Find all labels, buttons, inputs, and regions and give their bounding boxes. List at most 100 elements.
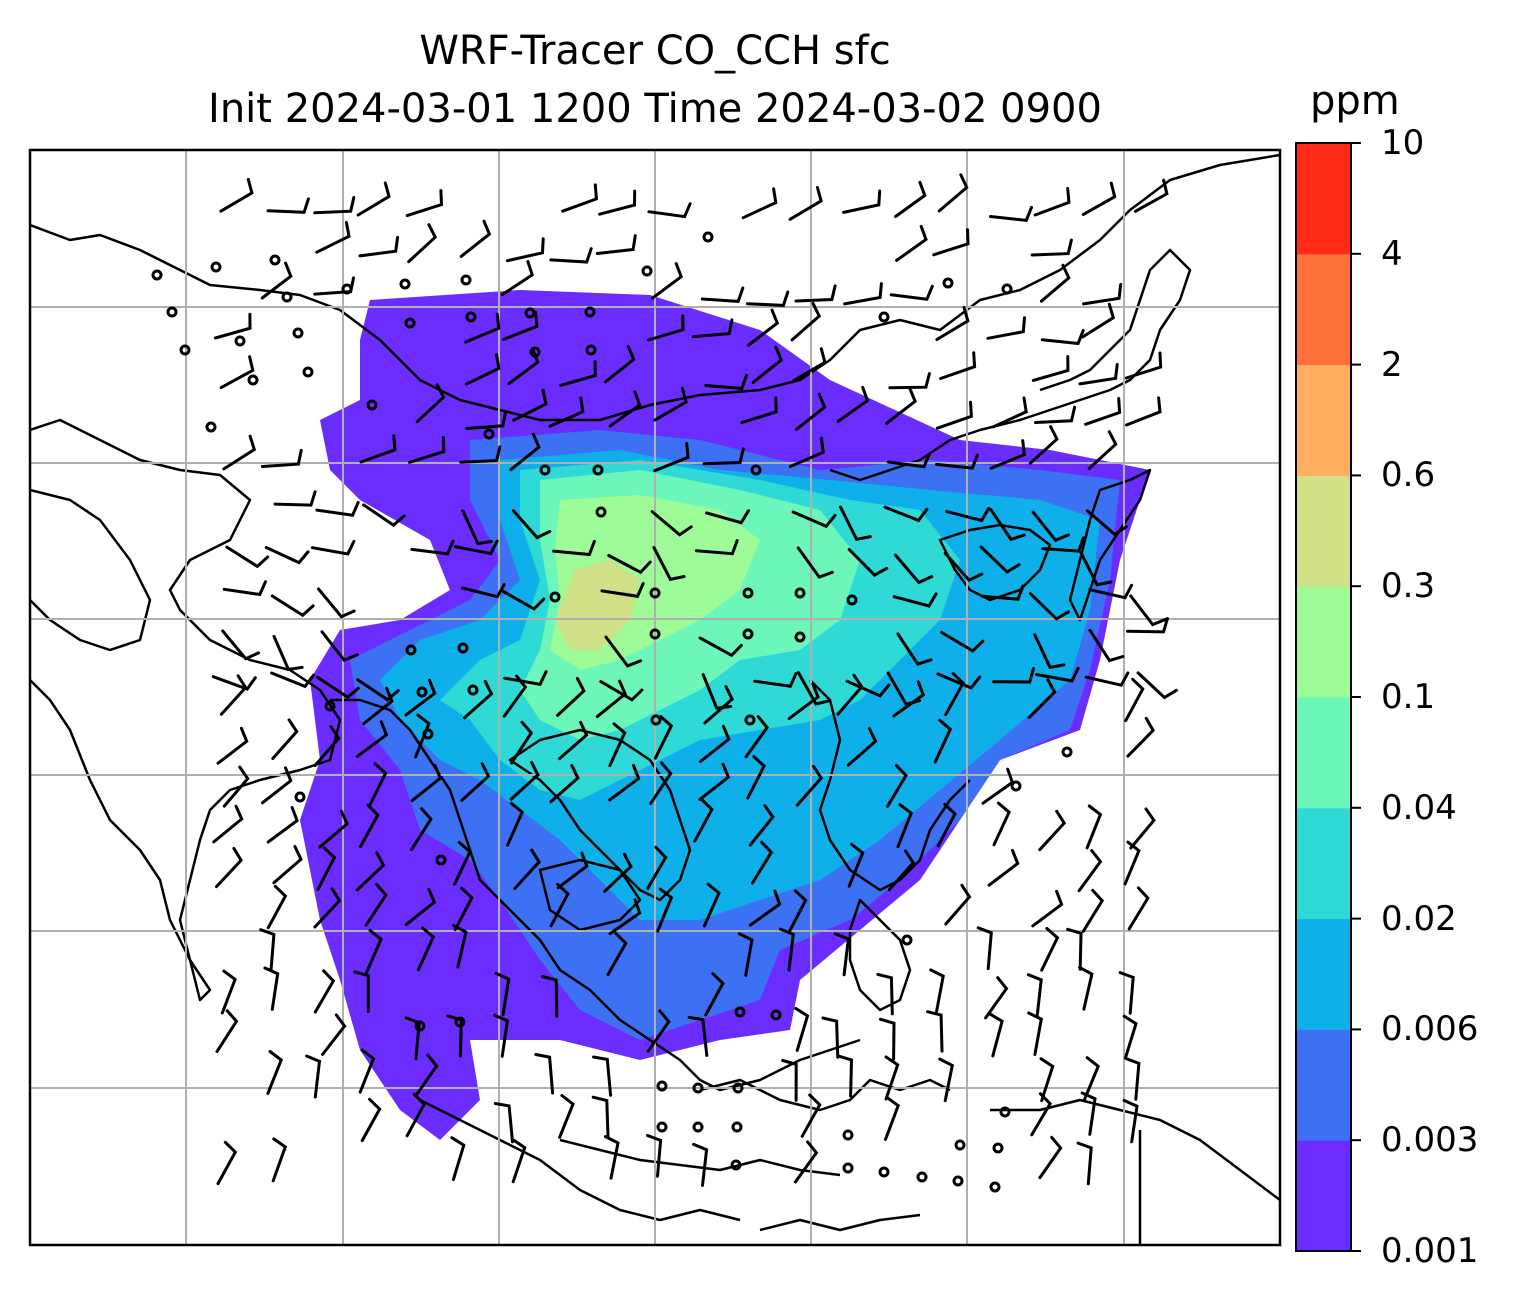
wind-barb [561,183,598,213]
wind-barb [646,1134,663,1178]
wind-barb [264,546,310,565]
wind-barb [600,582,645,598]
calm-wind-circle [1010,780,1022,792]
calm-wind-circle [656,1121,668,1133]
wind-barb [305,1054,322,1099]
wind-barb [362,503,406,527]
wind-barb [368,762,388,807]
wind-barb [259,928,276,972]
wind-barb [556,677,586,717]
wind-barb [1133,178,1169,213]
wind-barb [748,889,782,927]
wind-barb [698,636,743,658]
calm-wind-circle [954,1139,966,1151]
wind-barb [222,434,257,471]
wind-barb [359,803,380,848]
wind-barb [939,351,977,380]
wind-barb [1033,633,1066,669]
calm-wind-circle [842,1129,854,1141]
wind-barb [1031,510,1070,543]
colorbar-tick-label: 0.3 [1381,566,1436,607]
wind-barb [847,548,889,577]
wind-barb [1123,840,1141,886]
wind-barb [883,505,929,523]
wind-barb [753,671,798,688]
wind-barb [751,345,784,384]
wind-barb [222,765,250,808]
calm-wind-circle [649,587,661,599]
wind-barb [362,686,394,725]
wind-barb [271,1137,288,1183]
wind-barb [1038,809,1067,852]
wind-barb [410,807,433,851]
wind-barb [407,223,438,264]
wind-barb [821,1016,840,1059]
wind-barb [313,969,336,1014]
wind-barb [558,720,589,761]
wind-barb [943,551,984,583]
wind-barb [604,1135,620,1180]
wind-barb [745,290,790,307]
wind-barb [534,1053,555,1095]
wind-barb [408,436,446,464]
chart-title-line1: WRF-Tracer CO_CCH sfc [419,28,891,74]
wind-barb [263,966,280,1011]
wind-barb [1035,666,1080,683]
wind-barb [270,594,315,618]
wind-barb [748,804,775,847]
wind-barb [1034,405,1077,424]
calm-wind-circle [731,1121,743,1133]
wind-barb [653,715,674,760]
wind-barb [892,680,926,718]
wind-barb [511,1138,527,1184]
wind-barb [365,929,383,974]
wind-barb [1038,1135,1063,1180]
wind-barb [598,189,637,216]
colorbar-tick-label: 0.003 [1381,1120,1479,1161]
wind-barb [1082,282,1123,306]
wind-barb [989,439,1027,470]
wind-barb [944,671,965,717]
wind-barb [702,882,721,928]
wind-barb [356,181,391,217]
wind-barb [788,436,825,468]
calm-wind-circle [901,934,913,946]
wind-barb [936,802,957,848]
wind-barb [1026,973,1043,1018]
wind-barb [1078,965,1094,1011]
wind-barb [310,539,356,556]
colorbar-swatch [1296,918,1351,1030]
colorbar-swatch [1296,253,1351,366]
wind-barb [559,360,597,387]
calm-wind-circle [247,374,259,386]
wind-barb [607,554,652,575]
wind-barb [450,1136,466,1182]
calm-wind-circle [435,854,447,866]
wind-barb [1031,889,1064,928]
wind-barb [1081,302,1116,339]
wind-barb [1126,617,1169,634]
wind-barb [313,196,356,215]
wind-barb [219,355,255,390]
wind-barb [320,630,359,663]
wind-barb [494,971,511,1017]
colorbar-tick-label: 10 [1381,123,1425,163]
wind-barb [313,887,342,929]
wind-barb [744,715,769,759]
wind-barb [795,764,824,807]
calm-wind-circle [294,791,306,803]
wind-barb [453,886,474,932]
wind-barb [549,247,593,264]
colorbar-tick-label: 2 [1381,344,1403,385]
wind-barb [879,1017,896,1061]
wind-barb [511,509,552,540]
chart-title-line2: Init 2024-03-01 1200 Time 2024-03-02 090… [208,86,1102,132]
wind-barb [940,631,985,653]
wind-barb [989,508,1026,542]
wind-barb [506,801,525,847]
wind-barb [846,727,878,767]
wind-barb [700,286,745,303]
wind-barbs [151,173,1178,1193]
wind-barb [836,1054,854,1098]
wind-barb [507,347,540,386]
